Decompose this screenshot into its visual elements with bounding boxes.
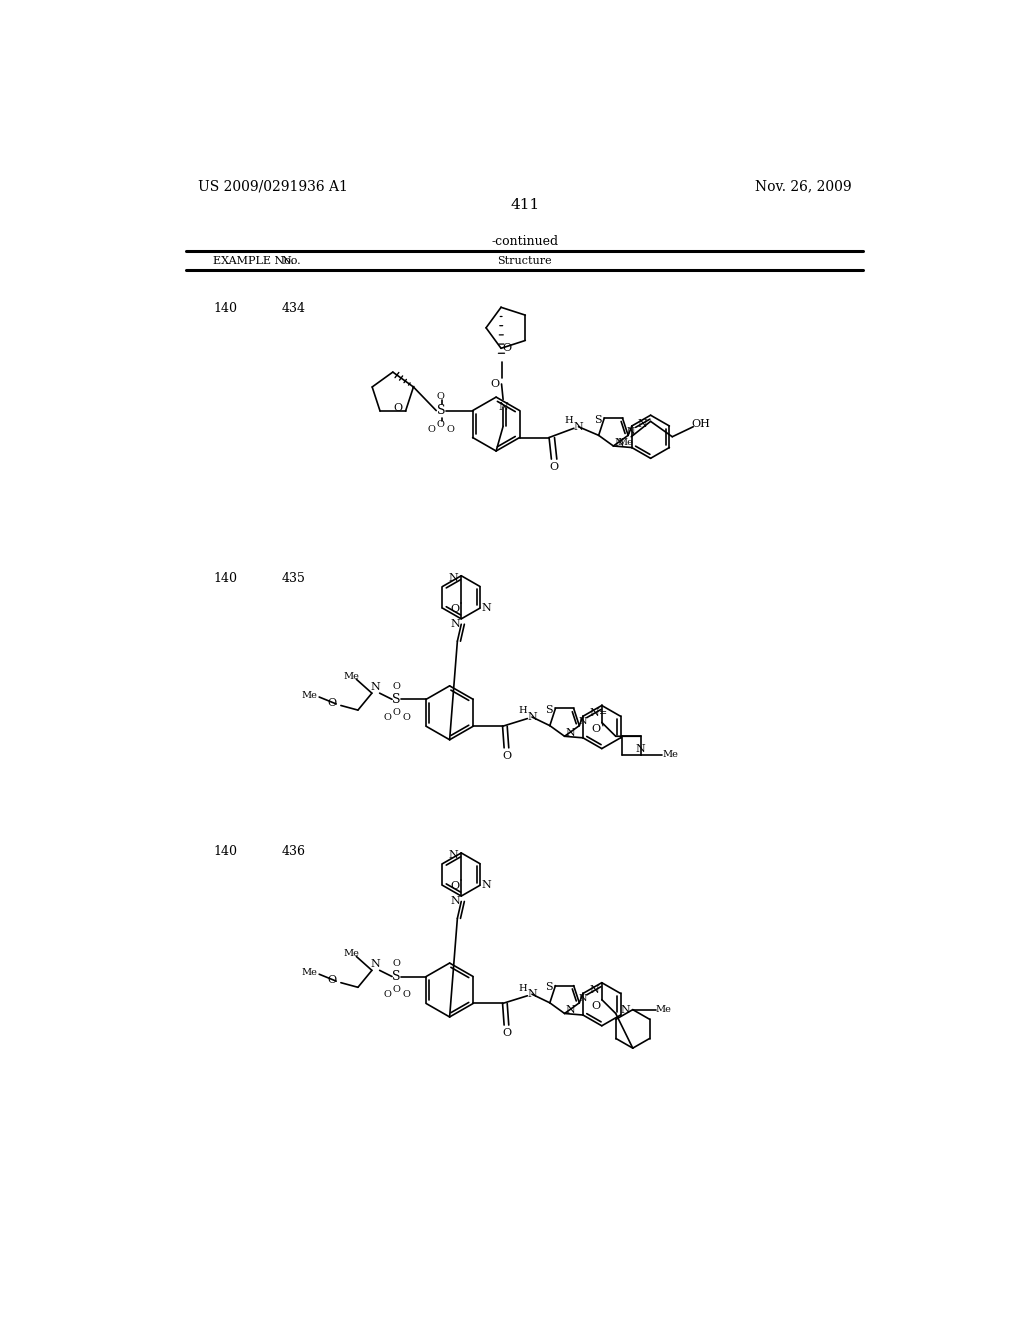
Text: 434: 434 xyxy=(282,302,305,315)
Text: N: N xyxy=(579,717,587,726)
Text: O: O xyxy=(502,1028,511,1038)
Text: O: O xyxy=(393,985,400,994)
Text: N: N xyxy=(638,420,648,429)
Text: O: O xyxy=(402,990,410,999)
Text: N: N xyxy=(573,422,584,432)
Text: -continued: -continued xyxy=(492,235,558,248)
Text: 435: 435 xyxy=(282,572,305,585)
Text: O: O xyxy=(451,603,460,614)
Text: N: N xyxy=(481,880,492,890)
Text: O: O xyxy=(383,713,391,722)
Text: O: O xyxy=(591,723,600,734)
Text: N: N xyxy=(636,743,645,754)
Text: N: N xyxy=(527,989,537,999)
Text: Me: Me xyxy=(302,968,317,977)
Text: O: O xyxy=(327,698,336,708)
Text: N: N xyxy=(527,711,537,722)
Text: US 2009/0291936 A1: US 2009/0291936 A1 xyxy=(198,180,347,193)
Text: N: N xyxy=(614,438,625,447)
Text: O: O xyxy=(502,751,511,760)
Text: O: O xyxy=(327,975,336,985)
Text: N: N xyxy=(499,403,508,412)
Text: EXAMPLE No.: EXAMPLE No. xyxy=(213,256,294,265)
Text: OH: OH xyxy=(691,420,711,429)
Text: H: H xyxy=(565,416,573,425)
Text: S: S xyxy=(594,414,602,425)
Text: N: N xyxy=(627,426,636,436)
Text: N: N xyxy=(566,729,575,738)
Text: S: S xyxy=(546,705,553,715)
Text: N: N xyxy=(481,603,492,612)
Text: H: H xyxy=(518,983,527,993)
Text: Nov. 26, 2009: Nov. 26, 2009 xyxy=(756,180,852,193)
Text: O: O xyxy=(451,880,460,891)
Text: O: O xyxy=(490,379,500,389)
Text: O: O xyxy=(591,1001,600,1011)
Text: O: O xyxy=(502,343,511,354)
Text: O: O xyxy=(383,990,391,999)
Text: N: N xyxy=(451,619,460,630)
Text: O: O xyxy=(402,713,410,722)
Text: N: N xyxy=(566,1006,575,1015)
Text: S: S xyxy=(546,982,553,993)
Text: N: N xyxy=(589,986,599,995)
Text: O: O xyxy=(428,425,435,433)
Text: Me: Me xyxy=(344,949,359,958)
Text: N: N xyxy=(451,896,460,907)
Text: N: N xyxy=(589,709,599,718)
Text: S: S xyxy=(392,970,401,983)
Text: O: O xyxy=(437,420,444,429)
Text: 140: 140 xyxy=(213,302,238,315)
Text: N: N xyxy=(621,1005,630,1015)
Text: Me: Me xyxy=(344,672,359,681)
Text: Structure: Structure xyxy=(498,256,552,265)
Text: No.: No. xyxy=(282,256,301,265)
Text: O: O xyxy=(393,681,400,690)
Text: O: O xyxy=(393,403,402,413)
Text: Me: Me xyxy=(302,690,317,700)
Text: 140: 140 xyxy=(213,845,238,858)
Text: 140: 140 xyxy=(213,572,238,585)
Text: O: O xyxy=(393,958,400,968)
Text: Me: Me xyxy=(655,1005,672,1014)
Text: H: H xyxy=(518,706,527,715)
Text: 436: 436 xyxy=(282,845,305,858)
Text: Me: Me xyxy=(617,438,634,446)
Text: N: N xyxy=(370,960,380,969)
Text: =: = xyxy=(599,709,607,718)
Text: N: N xyxy=(449,573,459,583)
Text: N: N xyxy=(370,682,380,692)
Text: S: S xyxy=(392,693,401,706)
Text: N: N xyxy=(449,850,459,861)
Text: O: O xyxy=(446,425,454,433)
Text: O: O xyxy=(437,392,444,401)
Text: N: N xyxy=(579,994,587,1003)
Text: 411: 411 xyxy=(510,198,540,211)
Text: S: S xyxy=(436,404,445,417)
Text: Me: Me xyxy=(663,750,678,759)
Text: O: O xyxy=(393,708,400,717)
Text: O: O xyxy=(549,462,558,471)
